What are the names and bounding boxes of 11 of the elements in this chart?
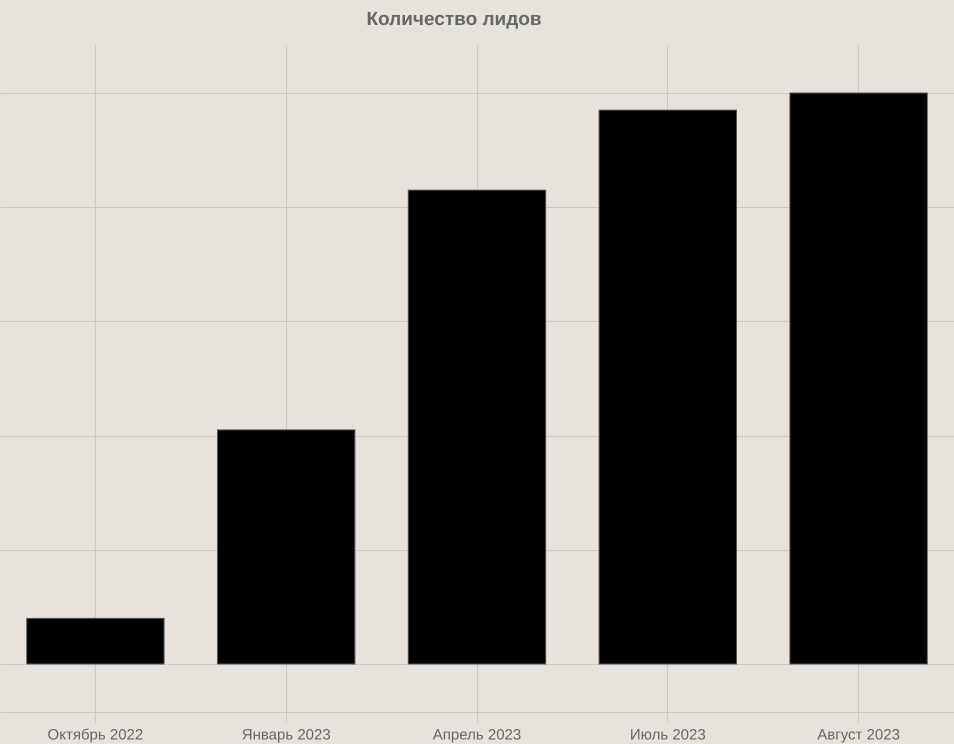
- bar: [789, 92, 928, 664]
- chart-title: Количество лидов: [366, 9, 542, 30]
- x-tick-label: Август 2023: [817, 726, 900, 744]
- x-tick-label: Январь 2023: [242, 726, 331, 744]
- bar: [408, 190, 546, 664]
- x-tick-label: Октябрь 2022: [48, 726, 144, 744]
- bar: [26, 618, 165, 664]
- x-tick-label: Июль 2023: [630, 726, 706, 744]
- x-tick-label: Апрель 2023: [432, 726, 522, 744]
- bar: [598, 110, 737, 664]
- bar: [217, 429, 356, 664]
